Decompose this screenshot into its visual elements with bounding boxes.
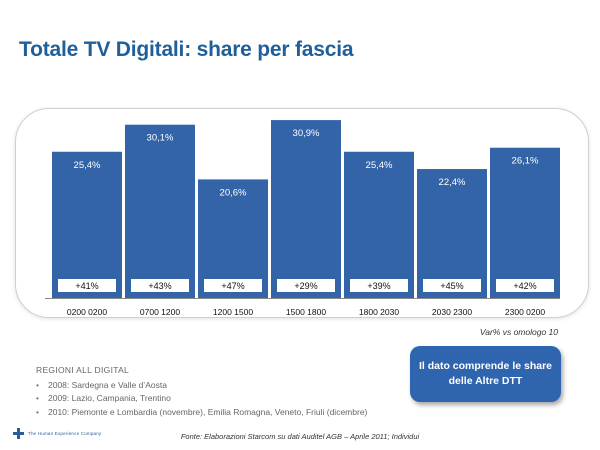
value-label: 30,9%: [293, 128, 320, 139]
callout-box: Il dato comprende le share delle Altre D…: [410, 346, 561, 402]
region-item: 2008: Sardegna e Valle d’Aosta: [36, 379, 367, 393]
value-label: 30,1%: [147, 133, 174, 144]
variation-label: +41%: [75, 281, 98, 291]
category-label: 0700 1200: [140, 307, 180, 317]
variation-label: +43%: [148, 281, 171, 291]
variation-box: [58, 279, 116, 292]
variation-note: Var% vs omologo 10: [479, 327, 558, 337]
bar: [52, 151, 122, 298]
variation-box: [496, 279, 554, 292]
bar: [344, 151, 414, 298]
region-item: 2010: Piemonte e Lombardia (novembre), E…: [36, 406, 367, 420]
compass-logo-icon: [13, 428, 24, 439]
variation-label: +42%: [513, 281, 536, 291]
bar: [198, 179, 268, 298]
region-item: 2009: Lazio, Campania, Trentino: [36, 392, 367, 406]
value-label: 25,4%: [366, 160, 393, 171]
category-label: 1500 1800: [286, 307, 326, 317]
bar: [490, 147, 560, 298]
value-label: 25,4%: [74, 160, 101, 171]
logo-text: The Human Experience Company: [28, 431, 102, 436]
variation-label: +39%: [367, 281, 390, 291]
variation-box: [350, 279, 408, 292]
page-title: Totale TV Digitali: share per fascia: [19, 38, 354, 61]
bar: [417, 169, 487, 298]
source-note: Fonte: Elaborazioni Starcom su dati Audi…: [180, 432, 420, 441]
variation-box: [131, 279, 189, 292]
value-label: 20,6%: [220, 187, 247, 198]
category-label: 2300 0200: [505, 307, 545, 317]
category-label: 1200 1500: [213, 307, 253, 317]
category-label: 0200 0200: [67, 307, 107, 317]
variation-box: [204, 279, 262, 292]
category-label: 2030 2300: [432, 307, 472, 317]
variation-box: [423, 279, 481, 292]
variation-box: [277, 279, 335, 292]
variation-label: +45%: [440, 281, 463, 291]
variation-label: +29%: [294, 281, 317, 291]
value-label: 26,1%: [512, 156, 539, 167]
value-label: 22,4%: [439, 177, 466, 188]
bar: [125, 124, 195, 299]
regions-list: REGIONI ALL DIGITAL 2008: Sardegna e Val…: [36, 364, 367, 419]
category-label: 1800 2030: [359, 307, 399, 317]
regions-title: REGIONI ALL DIGITAL: [36, 365, 130, 375]
variation-label: +47%: [221, 281, 244, 291]
bar: [271, 120, 341, 298]
company-logo: The Human Experience Company: [13, 428, 101, 439]
